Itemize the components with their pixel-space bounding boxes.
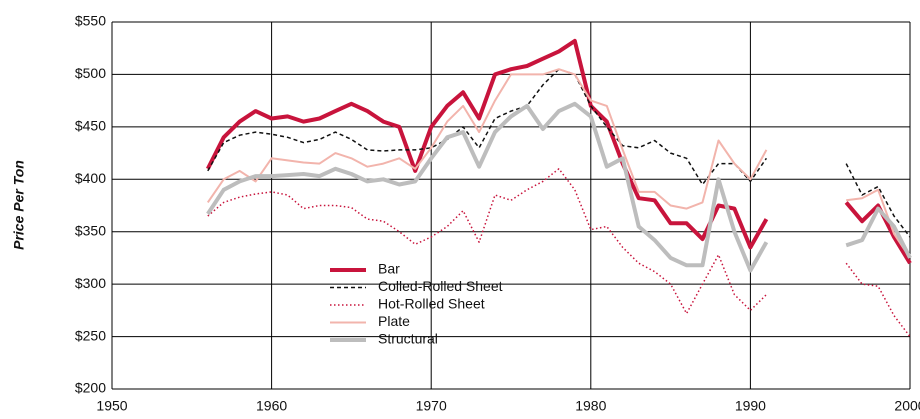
series-line (207, 68, 911, 238)
series-line (207, 168, 911, 338)
x-tick-label: 2000 (894, 398, 920, 414)
y-tick-label: $200 (75, 380, 106, 396)
y-tick-label: $550 (75, 13, 106, 29)
x-tick-label: 1980 (575, 398, 606, 414)
x-tick-label: 1990 (735, 398, 766, 414)
y-tick-label: $350 (75, 222, 106, 238)
legend-label: Bar (378, 261, 400, 277)
x-tick-label: 1950 (96, 398, 127, 414)
y-tick-label: $500 (75, 65, 106, 81)
legend-label: Hot-Rolled Sheet (378, 296, 485, 312)
y-tick-label: $450 (75, 118, 106, 134)
series-line (206, 101, 912, 273)
y-tick-label: $300 (75, 275, 106, 291)
x-tick-label: 1960 (256, 398, 287, 414)
series-line (206, 38, 912, 265)
x-tick-label: 1970 (416, 398, 447, 414)
series-line (206, 68, 911, 259)
legend-label: Structural (378, 331, 438, 347)
y-tick-label: $250 (75, 327, 106, 343)
y-axis-label: Price Per Ton (11, 160, 27, 250)
y-tick-label: $400 (75, 170, 106, 186)
legend-label: Plate (378, 313, 410, 329)
legend-label: Colled-Rolled Sheet (378, 278, 503, 294)
